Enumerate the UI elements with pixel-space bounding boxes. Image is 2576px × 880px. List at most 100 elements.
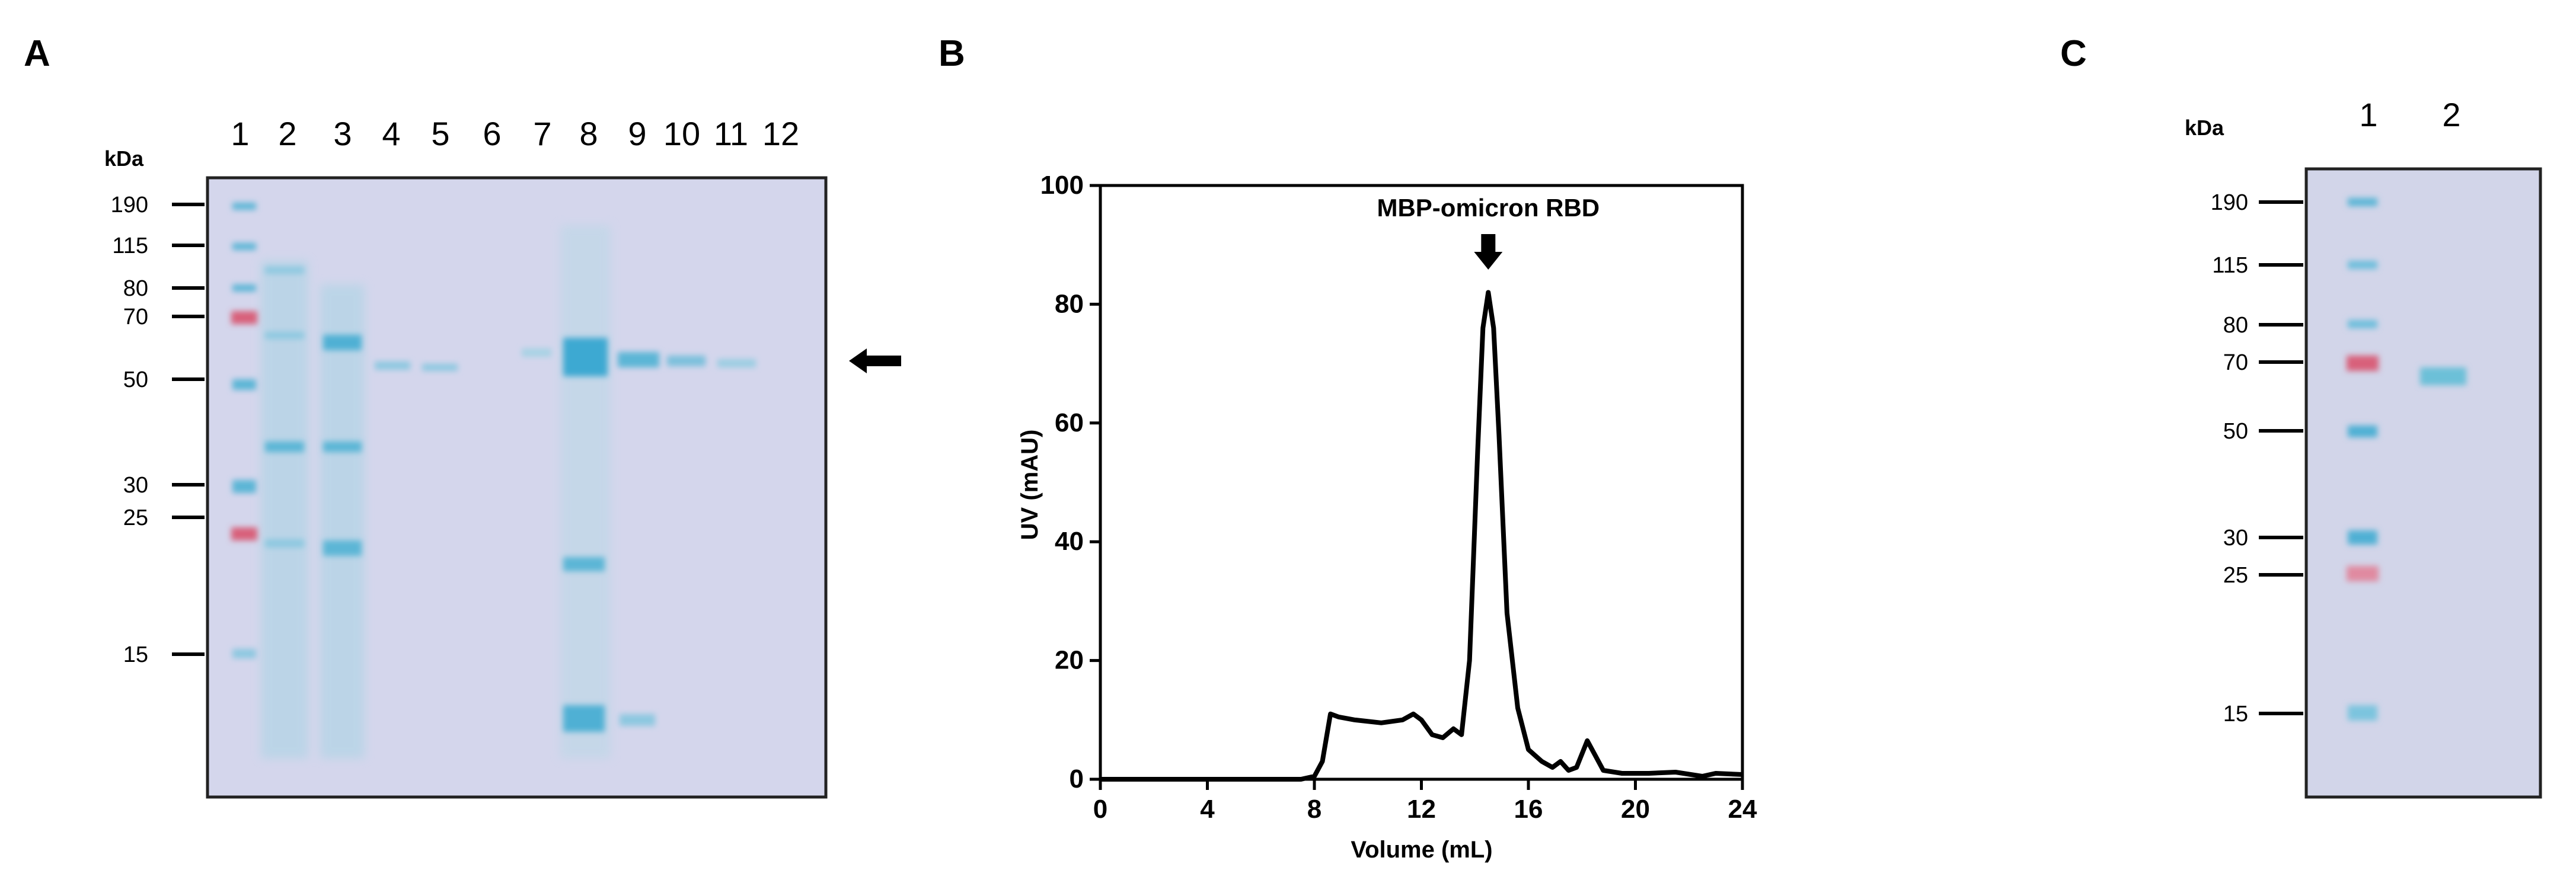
lane-c-label-2: 2 xyxy=(2442,96,2460,133)
marker-label-115: 115 xyxy=(112,233,148,258)
band-lane3-b xyxy=(323,441,362,452)
y-tick-label-100: 100 xyxy=(1040,171,1084,200)
smear-lane-2 xyxy=(261,261,308,759)
ladder-c-190 xyxy=(2348,198,2377,206)
ladder-band-30 xyxy=(232,480,256,493)
panel-label-c: C xyxy=(2060,33,2087,74)
band-lane8-c xyxy=(563,705,605,732)
band-lane3-c xyxy=(323,540,362,556)
band-lane2-a xyxy=(265,267,304,274)
band-lane2-b xyxy=(265,332,304,339)
ladder-band-190 xyxy=(232,203,256,210)
x-tick-label-8: 8 xyxy=(1307,795,1321,824)
y-tick-label-80: 80 xyxy=(1055,289,1084,318)
band-lane9-b xyxy=(620,714,655,726)
panel-label-b: B xyxy=(939,33,965,74)
sample-bands xyxy=(265,267,756,732)
band-lane11 xyxy=(717,359,756,367)
lane-label-1: 1 xyxy=(231,115,249,152)
x-tick-label-0: 0 xyxy=(1093,795,1107,824)
marker-c-label-25: 25 xyxy=(2223,563,2248,588)
x-tick-label-16: 16 xyxy=(1514,795,1543,824)
lane-label-12: 12 xyxy=(762,115,799,152)
marker-c-label-30: 30 xyxy=(2223,526,2248,551)
x-tick-label-12: 12 xyxy=(1407,795,1436,824)
band-lane8-b xyxy=(563,557,605,571)
marker-label-70: 70 xyxy=(123,305,148,329)
band-lane7 xyxy=(522,348,551,357)
kda-label: kDa xyxy=(104,146,144,171)
ladder-c-15 xyxy=(2348,705,2377,721)
marker-c-label-115: 115 xyxy=(2212,253,2248,278)
ladder-band-115 xyxy=(232,243,256,250)
x-tick-label-4: 4 xyxy=(1200,795,1215,824)
lane-label-8: 8 xyxy=(579,115,598,152)
marker-c-label-190: 190 xyxy=(2211,190,2248,215)
band-c-lane2 xyxy=(2420,367,2466,385)
ladder-c-115 xyxy=(2348,261,2377,269)
lane-label-4: 4 xyxy=(382,115,400,152)
ladder-band-50 xyxy=(232,379,256,390)
marker-c-label-80: 80 xyxy=(2223,313,2248,338)
down-arrow-icon xyxy=(1474,234,1503,270)
marker-label-25: 25 xyxy=(123,505,148,530)
lane-label-5: 5 xyxy=(431,115,449,152)
band-lane2-d xyxy=(265,539,304,548)
lane-label-3: 3 xyxy=(333,115,352,152)
y-tick-label-40: 40 xyxy=(1055,527,1084,556)
lane-smears xyxy=(261,225,611,759)
ladder-c-80 xyxy=(2348,320,2377,328)
band-lane4 xyxy=(375,361,410,370)
lane-c-label-1: 1 xyxy=(2359,96,2377,133)
ladder-c-25 xyxy=(2347,566,2379,581)
ladder-band-15 xyxy=(232,649,256,658)
ladder-c-50 xyxy=(2348,425,2377,437)
y-tick-label-60: 60 xyxy=(1055,408,1084,437)
ladder-band-80 xyxy=(232,284,256,292)
left-arrow-icon xyxy=(849,348,901,373)
lane-label-2: 2 xyxy=(278,115,296,152)
ladder-lane-c xyxy=(2347,198,2466,721)
band-lane10 xyxy=(667,356,706,366)
band-lane3-main xyxy=(323,335,362,350)
lane-label-9: 9 xyxy=(628,115,646,152)
marker-label-50: 50 xyxy=(123,367,148,392)
band-lane8-main xyxy=(563,338,608,376)
lane-label-10: 10 xyxy=(663,115,700,152)
gel-image xyxy=(206,176,828,799)
lane-label-11: 11 xyxy=(714,115,748,152)
ladder-c-30 xyxy=(2348,530,2377,545)
marker-label-80: 80 xyxy=(123,276,148,301)
marker-c-label-50: 50 xyxy=(2223,419,2248,444)
x-tick-label-20: 20 xyxy=(1621,795,1650,824)
lane-label-7: 7 xyxy=(533,115,551,152)
band-lane2-c xyxy=(265,441,304,452)
marker-c-label-70: 70 xyxy=(2223,350,2248,375)
uv-trace-line xyxy=(1100,290,1743,782)
kda-label-c: kDa xyxy=(2185,116,2224,140)
lane-label-6: 6 xyxy=(483,115,501,152)
panel-label-a: A xyxy=(24,33,50,74)
plot-frame xyxy=(1099,184,1744,781)
smear-lane-3 xyxy=(320,284,365,759)
marker-label-30: 30 xyxy=(123,473,148,498)
ladder-band-70 xyxy=(231,311,257,324)
y-axis-label: UV (mAU) xyxy=(1017,430,1043,540)
x-axis-label: Volume (mL) xyxy=(1351,837,1492,863)
peak-annotation: MBP-omicron RBD xyxy=(1377,194,1600,222)
marker-label-190: 190 xyxy=(111,193,148,217)
band-lane5 xyxy=(422,364,458,371)
chromatogram-panel-b: 0 20 40 60 80 100 0 4 8 12 16 20 24 UV (mAU) Volume… xyxy=(1017,171,1757,863)
smear-lane-8 xyxy=(560,225,611,759)
marker-label-15: 15 xyxy=(123,642,148,667)
band-lane9 xyxy=(618,352,659,367)
gel-panel-c: kDa 1 2 190 115 80 70 50 30 25 15 xyxy=(2185,96,2542,799)
ladder-c-70 xyxy=(2347,356,2379,371)
y-tick-label-20: 20 xyxy=(1055,646,1084,675)
x-tick-label-24: 24 xyxy=(1728,795,1757,824)
y-tick-label-0: 0 xyxy=(1070,764,1084,793)
gel-image-c xyxy=(2304,167,2542,799)
ladder-band-25 xyxy=(231,527,257,540)
ladder-lane-1 xyxy=(231,203,257,658)
